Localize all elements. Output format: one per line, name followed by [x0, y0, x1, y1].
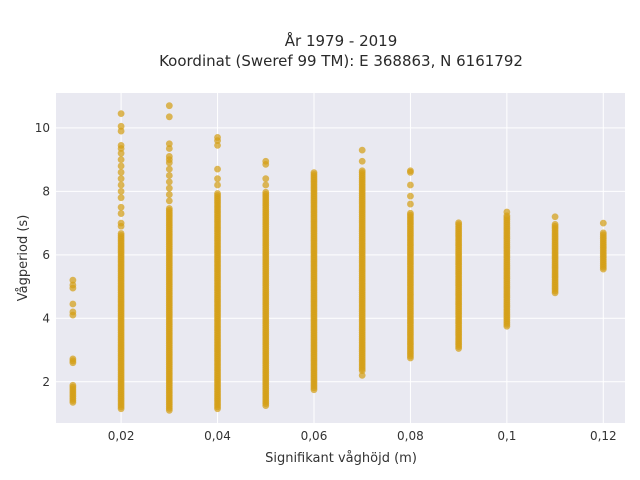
- data-point: [503, 208, 511, 216]
- x-tick-label: 0,02: [108, 429, 135, 443]
- data-point: [69, 355, 77, 363]
- data-point: [117, 149, 125, 157]
- data-point: [117, 175, 125, 183]
- data-point: [117, 210, 125, 217]
- data-point: [165, 197, 173, 205]
- data-point: [165, 205, 173, 212]
- data-point: [165, 191, 173, 198]
- data-points: [69, 102, 607, 414]
- data-point: [165, 153, 173, 160]
- data-point: [117, 141, 125, 149]
- data-point: [407, 200, 414, 208]
- x-tick-label: 0,1: [497, 429, 516, 443]
- data-point: [310, 169, 318, 177]
- data-point: [165, 140, 173, 148]
- data-point: [262, 157, 270, 165]
- chart-title-line2: Koordinat (Sweref 99 TM): E 368863, N 61…: [159, 52, 523, 70]
- data-point: [214, 134, 221, 141]
- x-axis-title: Signifikant våghöjd (m): [265, 451, 417, 466]
- data-point: [599, 229, 607, 237]
- data-point: [214, 165, 221, 173]
- data-point: [69, 300, 77, 308]
- data-point: [69, 308, 77, 316]
- data-point: [599, 219, 607, 227]
- data-point: [407, 209, 414, 217]
- data-point: [117, 156, 125, 164]
- data-point: [69, 381, 77, 389]
- data-point: [117, 187, 125, 195]
- data-point: [214, 190, 221, 197]
- y-tick-label: 4: [42, 311, 50, 325]
- data-point: [69, 276, 77, 284]
- data-point: [165, 184, 173, 192]
- data-point: [165, 113, 173, 121]
- data-point: [214, 141, 221, 149]
- data-point: [117, 122, 125, 130]
- data-point: [69, 281, 77, 289]
- data-point: [165, 145, 173, 152]
- data-point: [165, 178, 173, 186]
- data-point: [455, 219, 463, 227]
- data-point: [358, 167, 366, 175]
- data-point: [117, 162, 125, 170]
- data-point: [117, 181, 125, 189]
- plot-area: [56, 93, 625, 423]
- data-point: [117, 203, 125, 211]
- data-point: [117, 219, 125, 227]
- data-point: [407, 167, 414, 175]
- data-point: [214, 181, 221, 189]
- x-tick-label: 0,12: [590, 429, 617, 443]
- data-point: [117, 127, 125, 135]
- x-tick-label: 0,04: [204, 429, 231, 443]
- chart-title-line1: År 1979 - 2019: [285, 31, 398, 50]
- data-point: [117, 168, 125, 176]
- y-tick-label: 6: [42, 248, 50, 262]
- data-point: [165, 172, 173, 179]
- y-tick-label: 10: [35, 121, 50, 135]
- data-point: [358, 157, 366, 165]
- y-tick-label: 2: [42, 375, 50, 389]
- data-point: [117, 194, 125, 202]
- data-point: [214, 175, 221, 183]
- data-point: [407, 192, 414, 200]
- data-point: [358, 146, 366, 154]
- data-point: [358, 372, 366, 379]
- data-point: [262, 175, 270, 183]
- data-point: [262, 181, 270, 189]
- data-point: [117, 230, 125, 237]
- x-tick-label: 0,08: [397, 429, 424, 443]
- data-point: [165, 165, 173, 173]
- data-point: [551, 213, 559, 221]
- y-tick-label: 8: [42, 184, 50, 198]
- data-point: [551, 220, 559, 228]
- data-point: [262, 188, 270, 196]
- x-tick-label: 0,06: [301, 429, 328, 443]
- y-axis-title: Vågperiod (s): [16, 215, 31, 302]
- tick-labels: 0,02 0,04 0,06 0,08 0,1 0,12 2 4 6 8 10: [35, 121, 617, 443]
- data-point: [165, 102, 173, 110]
- data-point: [117, 110, 125, 118]
- data-point: [407, 181, 414, 189]
